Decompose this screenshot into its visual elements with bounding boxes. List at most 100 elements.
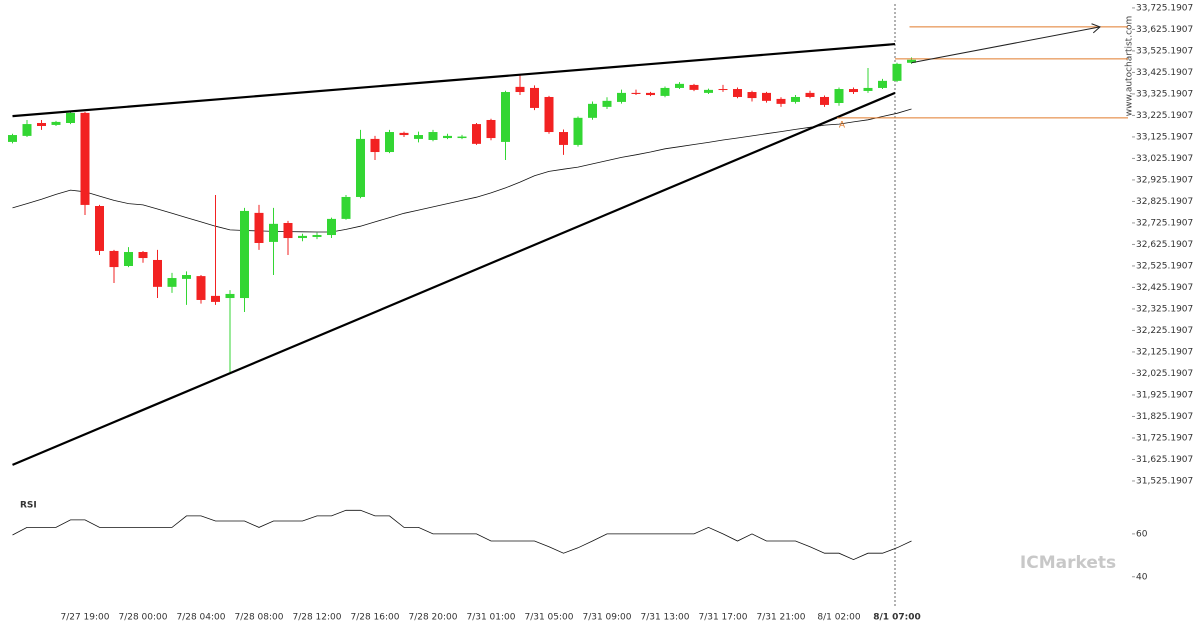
x-tick-label: 8/1 02:00 [817, 613, 861, 623]
logo: ICMarkets [1020, 553, 1116, 573]
candle-body [240, 210, 249, 299]
x-tick-label: 7/31 09:00 [582, 613, 631, 623]
candle-body [892, 63, 902, 81]
candle-body [515, 86, 525, 93]
y-tick-label: 33,525.1907 [1136, 46, 1193, 56]
candle-body [428, 132, 438, 140]
candle-body [486, 119, 496, 139]
x-tick-label: 7/28 08:00 [234, 613, 283, 623]
x-tick-label: 7/28 20:00 [408, 613, 457, 623]
y-tick-label: 33,025.1907 [1136, 154, 1193, 164]
rsi-tick-label: 60 [1136, 529, 1148, 539]
x-tick-label: 7/28 04:00 [176, 613, 225, 623]
candle-body [37, 122, 46, 127]
candle-body [356, 138, 365, 197]
candle-body [298, 235, 307, 239]
candle-body [646, 92, 655, 96]
y-tick-label: 33,325.1907 [1136, 89, 1193, 99]
candle-body [747, 92, 757, 99]
candle-body [530, 87, 539, 108]
candle-body [791, 96, 800, 102]
candle-body [617, 92, 626, 102]
candle-body [138, 252, 148, 259]
candle-body [573, 117, 583, 145]
candle-body [559, 132, 568, 145]
candle-body [443, 135, 452, 139]
candle-body [196, 276, 206, 300]
y-tick-label: 32,625.1907 [1136, 240, 1193, 250]
candle-body [385, 132, 394, 153]
y-tick-label: 33,725.1907 [1136, 3, 1193, 13]
rsi-title: RSI [20, 501, 37, 511]
candle-body [762, 92, 771, 101]
candle-body [109, 250, 119, 268]
y-tick-label: 32,725.1907 [1136, 218, 1193, 228]
candle-body [51, 121, 61, 125]
candle-body [124, 252, 133, 266]
x-tick-label: 8/1 07:00 [873, 613, 921, 623]
y-tick-label: 32,425.1907 [1136, 283, 1193, 293]
candle-body [834, 89, 844, 103]
y-tick-label: 33,425.1907 [1136, 68, 1193, 78]
candle-body [254, 212, 264, 243]
candle-body [167, 278, 177, 287]
candle-body [544, 96, 554, 133]
y-tick-label: 32,125.1907 [1136, 347, 1193, 357]
x-tick-label: 7/28 16:00 [350, 613, 399, 623]
candle-body [80, 112, 90, 205]
trendline [12, 91, 896, 466]
y-tick-label: 32,525.1907 [1136, 261, 1193, 271]
arrow-head [1091, 23, 1101, 34]
candle-body [588, 103, 597, 118]
candle-body [211, 295, 220, 302]
x-tick-label: 7/31 13:00 [640, 613, 689, 623]
x-tick-label: 7/28 12:00 [292, 613, 341, 623]
y-tick-label: 31,825.1907 [1136, 412, 1193, 422]
candle-body [8, 135, 17, 142]
candle-body [878, 80, 887, 88]
x-tick-label: 7/31 01:00 [466, 613, 515, 623]
candle-body [66, 112, 75, 123]
candle-body [283, 222, 293, 239]
candle-body [312, 235, 322, 237]
candle-body [689, 84, 699, 90]
candle-body [370, 138, 380, 153]
candle-body [327, 218, 336, 236]
candle-body [805, 92, 815, 97]
candle-body [472, 124, 481, 144]
y-tick-label: 31,625.1907 [1136, 455, 1193, 465]
candle-body [733, 89, 742, 97]
candle-body [776, 98, 786, 104]
y-tick-label: 32,925.1907 [1136, 175, 1193, 185]
candle-body [501, 92, 510, 142]
candle-body [907, 59, 916, 63]
candle-body [269, 223, 278, 242]
x-tick-label: 7/31 05:00 [524, 613, 573, 623]
moving-average [12, 108, 912, 233]
y-tick-label: 33,625.1907 [1136, 25, 1193, 35]
rsi-tick-label: 40 [1136, 572, 1148, 582]
candle-body [182, 275, 191, 279]
candle-body [341, 196, 351, 219]
y-tick-label: 33,125.1907 [1136, 132, 1193, 142]
candle-body [153, 259, 162, 287]
candle-body [225, 293, 235, 299]
candle-body [675, 83, 684, 88]
candle-body [399, 132, 409, 136]
candle-body [660, 87, 670, 96]
watermark: www.autochartist.com [1125, 16, 1135, 117]
candle-body [414, 135, 423, 139]
candle-body [631, 92, 641, 94]
candle-body [602, 100, 612, 107]
candle-body [95, 205, 104, 251]
x-tick-label: 7/31 21:00 [756, 613, 805, 623]
y-tick-label: 32,325.1907 [1136, 304, 1193, 314]
forecast-arrow [911, 26, 1101, 64]
y-tick-label: 32,225.1907 [1136, 326, 1193, 336]
y-tick-label: 31,525.1907 [1136, 476, 1193, 486]
candle-body [704, 89, 713, 93]
y-tick-label: 32,025.1907 [1136, 369, 1193, 379]
x-tick-label: 7/28 00:00 [118, 613, 167, 623]
candle-body [457, 136, 467, 139]
